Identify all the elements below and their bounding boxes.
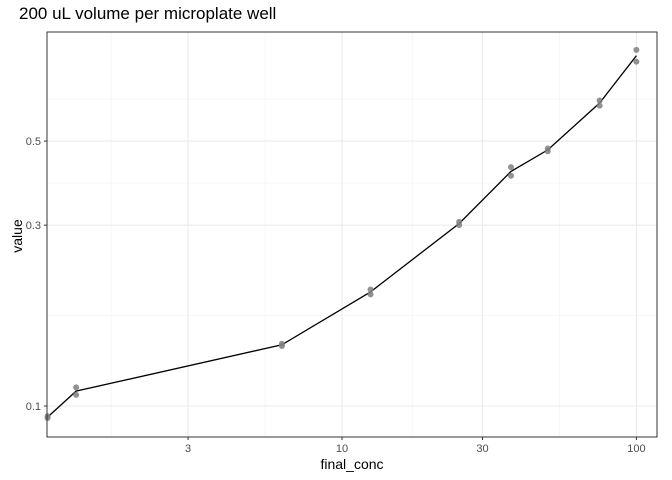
y-tick-label: 0.3: [26, 220, 41, 232]
x-tick-label: 3: [185, 443, 191, 455]
data-point: [44, 413, 51, 420]
data-point: [544, 148, 551, 155]
data-point: [507, 164, 514, 171]
panel-background: [47, 32, 657, 437]
data-point: [367, 286, 374, 293]
x-axis-label: final_conc: [320, 456, 384, 472]
data-point: [596, 102, 603, 109]
chart-title: 200 uL volume per microplate well: [19, 4, 277, 23]
data-point: [596, 97, 603, 104]
data-point: [278, 342, 285, 349]
x-tick-label: 10: [336, 443, 348, 455]
data-point: [633, 58, 640, 65]
x-tick-label: 30: [476, 443, 488, 455]
data-point: [73, 391, 80, 398]
data-point: [367, 291, 374, 298]
data-point: [456, 222, 463, 229]
y-axis-label: value: [9, 219, 25, 253]
data-point: [73, 384, 80, 391]
data-point: [507, 172, 514, 179]
x-tick-label: 100: [627, 443, 645, 455]
y-tick-label: 0.5: [26, 136, 41, 148]
y-tick-label: 0.1: [26, 401, 41, 413]
data-point: [633, 46, 640, 53]
panel-border: [46, 31, 658, 438]
